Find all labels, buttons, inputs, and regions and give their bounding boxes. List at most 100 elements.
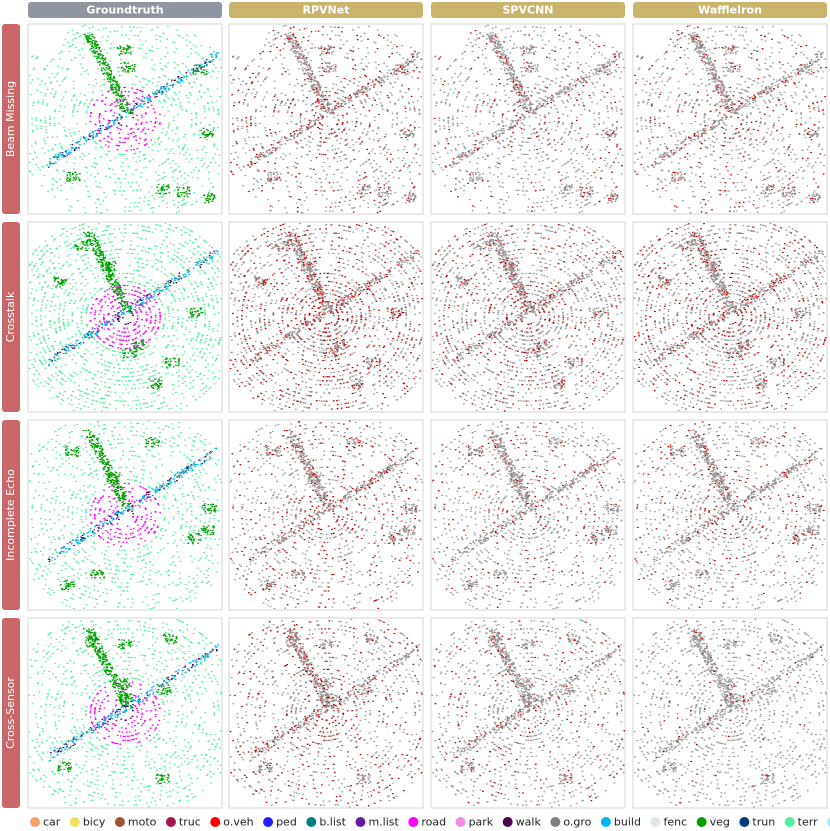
- legend-swatch: [502, 817, 513, 827]
- column-header-bg: [229, 2, 423, 18]
- point-cloud: [431, 618, 625, 808]
- legend-swatch: [165, 817, 176, 827]
- panel: [430, 617, 626, 809]
- panel-frame: [430, 23, 626, 215]
- legend-swatch: [550, 817, 561, 827]
- point-cloud: [57, 628, 178, 785]
- column-header: Groundtruth: [86, 4, 163, 17]
- legend-swatch: [114, 817, 125, 827]
- column-header-bg: [633, 2, 827, 18]
- legend-label: park: [469, 816, 494, 829]
- panel: [27, 617, 223, 809]
- legend-swatch: [739, 817, 750, 827]
- panel-frame: [27, 617, 223, 809]
- legend-swatch: [455, 817, 466, 827]
- panel-frame: [632, 23, 828, 215]
- column-header-bg: [28, 2, 222, 18]
- row-label-bg: [2, 222, 20, 412]
- point-cloud: [60, 429, 218, 591]
- legend-label: ped: [276, 816, 297, 829]
- point-cloud: [229, 618, 424, 808]
- panel-frame: [228, 617, 424, 809]
- panel: [27, 419, 223, 611]
- panel-frame: [27, 23, 223, 215]
- point-cloud: [89, 284, 162, 350]
- row-label: Beam Missing: [4, 81, 17, 157]
- panel: [430, 221, 626, 413]
- legend-label: bicy: [83, 816, 106, 829]
- panel-frame: [228, 23, 424, 215]
- panel-frame: [430, 419, 626, 611]
- legend-swatch: [827, 817, 830, 827]
- column-header: WaffleIron: [698, 4, 762, 17]
- legend-swatch: [355, 817, 366, 827]
- legend-label: fenc: [663, 816, 687, 829]
- row-label: Crosstalk: [4, 291, 17, 342]
- point-cloud: [431, 222, 626, 412]
- legend-label: truc: [179, 816, 201, 829]
- row-label-bg: [2, 618, 20, 808]
- panel: [430, 23, 626, 215]
- legend-label: build: [614, 816, 641, 829]
- row-label-bg: [2, 24, 20, 214]
- panel: [632, 23, 828, 215]
- legend-swatch: [306, 817, 317, 827]
- panel-frame: [228, 419, 424, 611]
- row-label-bg: [2, 420, 20, 610]
- legend-label: walk: [516, 816, 542, 829]
- row-label: Cross-Sensor: [4, 677, 17, 749]
- column-header-bg: [431, 2, 625, 18]
- panel-frame: [430, 617, 626, 809]
- point-cloud: [229, 24, 423, 214]
- point-cloud: [633, 420, 828, 610]
- panel: [228, 221, 424, 413]
- panel-frame: [27, 419, 223, 611]
- point-cloud: [229, 222, 423, 412]
- point-cloud: [634, 421, 825, 608]
- point-cloud: [431, 24, 625, 214]
- row-label: Incomplete Echo: [4, 469, 17, 561]
- legend-label: b.list: [319, 816, 346, 829]
- point-cloud: [28, 420, 223, 610]
- point-cloud: [65, 33, 216, 204]
- point-cloud: [48, 448, 218, 560]
- legend-swatch: [784, 817, 795, 827]
- panel: [430, 419, 626, 611]
- point-cloud: [48, 52, 220, 168]
- point-cloud: [28, 618, 223, 808]
- point-cloud: [633, 222, 828, 412]
- panel: [228, 617, 424, 809]
- legend-label: car: [43, 816, 61, 829]
- panel-frame: [632, 617, 828, 809]
- panel: [228, 23, 424, 215]
- point-cloud: [433, 618, 626, 806]
- legend-swatch: [408, 817, 419, 827]
- legend-label: veg: [710, 816, 730, 829]
- panel: [632, 419, 828, 611]
- legend-swatch: [210, 817, 221, 827]
- legend-label: o.gro: [563, 816, 591, 829]
- legend-swatch: [30, 817, 40, 827]
- panel-frame: [632, 419, 828, 611]
- panel: [27, 221, 223, 413]
- legend-swatch: [650, 817, 661, 827]
- point-cloud: [431, 420, 626, 610]
- panel: [228, 419, 424, 611]
- panel: [27, 23, 223, 215]
- legend-label: m.list: [368, 816, 399, 829]
- legend-label: o.veh: [223, 816, 253, 829]
- column-header: RPVNet: [303, 4, 350, 17]
- point-cloud: [53, 231, 204, 390]
- panel: [632, 617, 828, 809]
- legend-label: trun: [752, 816, 775, 829]
- legend-swatch: [263, 817, 274, 827]
- point-cloud: [47, 249, 219, 367]
- point-cloud: [641, 620, 822, 804]
- legend-swatch: [69, 817, 80, 827]
- point-cloud: [633, 24, 827, 214]
- legend-label: terr: [798, 816, 818, 829]
- point-cloud: [28, 24, 222, 214]
- panel-frame: [27, 221, 223, 413]
- point-cloud: [89, 482, 162, 547]
